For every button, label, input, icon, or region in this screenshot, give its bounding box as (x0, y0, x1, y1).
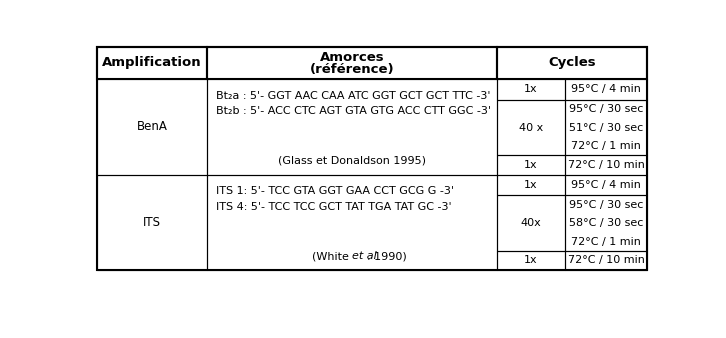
Text: 1x: 1x (524, 160, 538, 170)
Bar (497, 195, 565, 251)
Text: 95°C / 30 sec: 95°C / 30 sec (569, 199, 643, 210)
Text: (Glass et Donaldson 1995): (Glass et Donaldson 1995) (278, 156, 426, 166)
Text: 1x: 1x (524, 180, 538, 190)
Bar (497, 79, 565, 100)
Bar (497, 100, 565, 155)
Text: (White: (White (311, 251, 352, 261)
Bar (497, 47, 647, 79)
Bar (497, 155, 565, 174)
Text: 95°C / 4 min: 95°C / 4 min (571, 84, 641, 94)
Bar (565, 100, 647, 155)
Text: . 1990): . 1990) (367, 251, 407, 261)
Text: 95°C / 30 sec: 95°C / 30 sec (569, 104, 643, 114)
Text: 40x: 40x (521, 218, 542, 228)
Text: 72°C / 1 min: 72°C / 1 min (571, 237, 641, 246)
Text: 72°C / 10 min: 72°C / 10 min (568, 256, 645, 265)
Text: 40 x: 40 x (519, 123, 543, 132)
Text: ITS 1: 5'- TCC GTA GGT GAA CCT GCG G -3': ITS 1: 5'- TCC GTA GGT GAA CCT GCG G -3' (216, 187, 454, 196)
Bar (565, 174, 647, 195)
Text: 72°C / 1 min: 72°C / 1 min (571, 141, 641, 151)
Text: BenA: BenA (136, 120, 168, 133)
Bar (97, 174, 207, 270)
Bar (565, 79, 647, 100)
Text: et al: et al (352, 251, 377, 261)
Bar (207, 174, 497, 270)
Bar (97, 47, 647, 270)
Text: 72°C / 10 min: 72°C / 10 min (568, 160, 645, 170)
Bar (497, 251, 565, 270)
Text: Bt₂a : 5'- GGT AAC CAA ATC GGT GCT GCT TTC -3': Bt₂a : 5'- GGT AAC CAA ATC GGT GCT GCT T… (216, 91, 491, 101)
Text: Bt₂b : 5'- ACC CTC AGT GTA GTG ACC CTT GGC -3': Bt₂b : 5'- ACC CTC AGT GTA GTG ACC CTT G… (216, 106, 492, 116)
Text: (référence): (référence) (309, 63, 394, 76)
Text: 1x: 1x (524, 256, 538, 265)
Text: Cycles: Cycles (548, 56, 596, 69)
Bar (97, 79, 207, 174)
Bar (565, 251, 647, 270)
Text: ITS 4: 5'- TCC TCC GCT TAT TGA TAT GC -3': ITS 4: 5'- TCC TCC GCT TAT TGA TAT GC -3… (216, 202, 452, 212)
Bar (97, 47, 207, 79)
Bar (565, 195, 647, 251)
Bar (497, 174, 565, 195)
Text: 51°C / 30 sec: 51°C / 30 sec (569, 123, 643, 132)
Text: 1x: 1x (524, 84, 538, 94)
Text: ITS: ITS (143, 216, 161, 229)
Bar (207, 79, 497, 174)
Text: Amorces: Amorces (319, 51, 384, 64)
Text: 58°C / 30 sec: 58°C / 30 sec (569, 218, 643, 228)
Bar (565, 155, 647, 174)
Bar (207, 47, 497, 79)
Text: Amplification: Amplification (102, 56, 202, 69)
Text: 95°C / 4 min: 95°C / 4 min (571, 180, 641, 190)
